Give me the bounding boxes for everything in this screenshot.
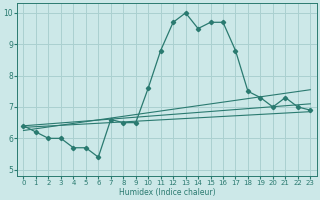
X-axis label: Humidex (Indice chaleur): Humidex (Indice chaleur) — [119, 188, 215, 197]
